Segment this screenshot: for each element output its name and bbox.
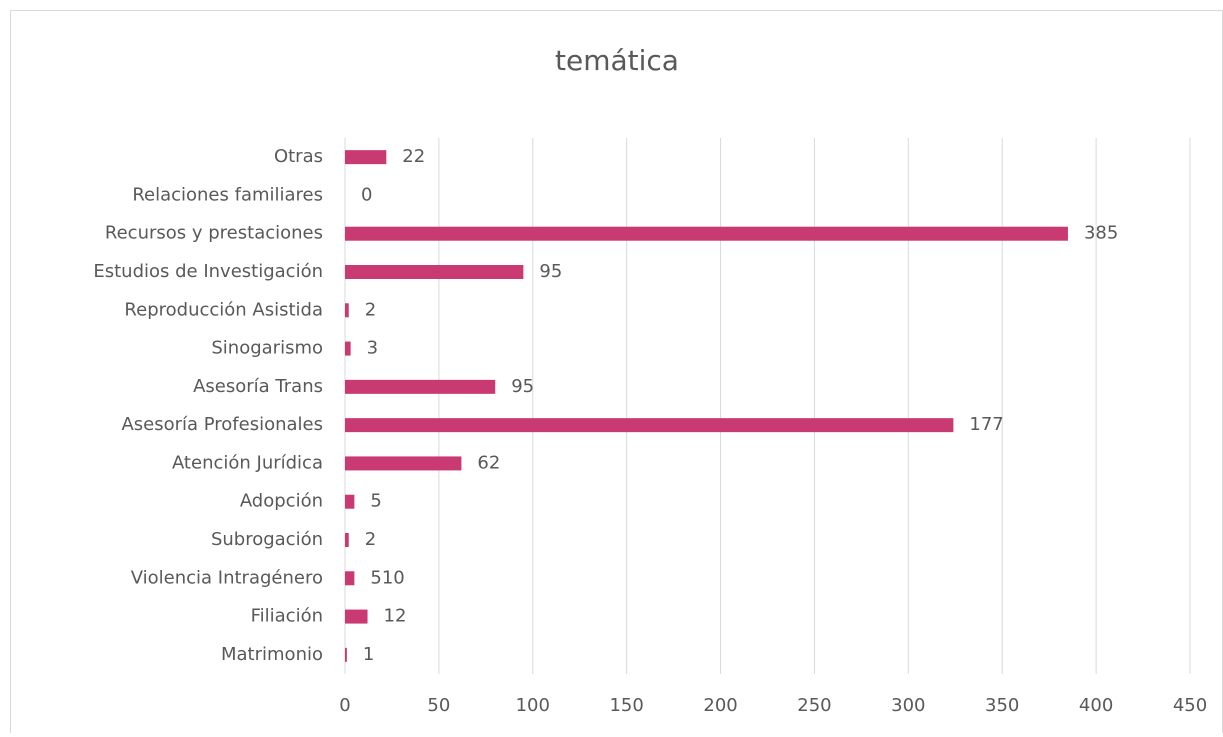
y-tick-label: Otras [274,146,323,167]
data-label: 95 [511,376,534,397]
bar [345,533,349,547]
data-label: 95 [539,261,562,282]
x-tick-label: 0 [339,695,350,716]
bar [345,456,462,471]
y-tick-label: Filiación [251,606,323,627]
chart-frame [10,10,1223,737]
data-label: 62 [477,452,500,473]
data-label: 3 [367,338,378,359]
data-label: 2 [365,299,376,320]
data-label: 177 [969,414,1003,435]
data-label: 1 [363,644,374,665]
y-tick-label: Estudios de Investigación [93,261,323,282]
data-label: 22 [402,146,425,167]
bar [345,150,387,165]
bar [345,418,954,433]
data-label: 5 [370,491,381,512]
bar [345,647,347,662]
data-label: 385 [1084,223,1118,244]
data-label: 12 [384,606,407,627]
x-tick-label: 50 [427,695,450,716]
bar [345,609,368,624]
y-tick-label: Subrogación [211,529,323,550]
y-tick-label: Atención Jurídica [172,452,323,473]
y-tick-label: Violencia Intragénero [131,567,323,588]
x-tick-label: 150 [609,695,643,716]
y-tick-label: Relaciones familiares [132,184,323,205]
x-tick-label: 350 [985,695,1019,716]
y-tick-label: Asesoría Profesionales [121,414,323,435]
x-tick-label: 200 [703,695,737,716]
y-tick-label: Sinogarismo [211,338,323,359]
chart-title: temática [555,44,679,77]
x-tick-label: 100 [516,695,550,716]
x-tick-label: 400 [1079,695,1113,716]
x-tick-label: 450 [1173,695,1207,716]
bar [345,494,355,509]
data-label: 0 [361,184,372,205]
bar [345,226,1068,241]
y-tick-label: Recursos y prestaciones [105,223,323,244]
bar [345,303,349,318]
y-tick-label: Reproducción Asistida [124,299,323,320]
bar [345,379,496,394]
y-tick-label: Asesoría Trans [193,376,323,397]
bar [345,571,355,586]
data-label: 510 [370,567,404,588]
bar [345,265,524,279]
data-label: 2 [365,529,376,550]
y-tick-label: Adopción [240,491,323,512]
y-tick-label: Matrimonio [221,644,323,665]
x-tick-label: 250 [797,695,831,716]
x-tick-label: 300 [891,695,925,716]
bar [345,341,351,356]
